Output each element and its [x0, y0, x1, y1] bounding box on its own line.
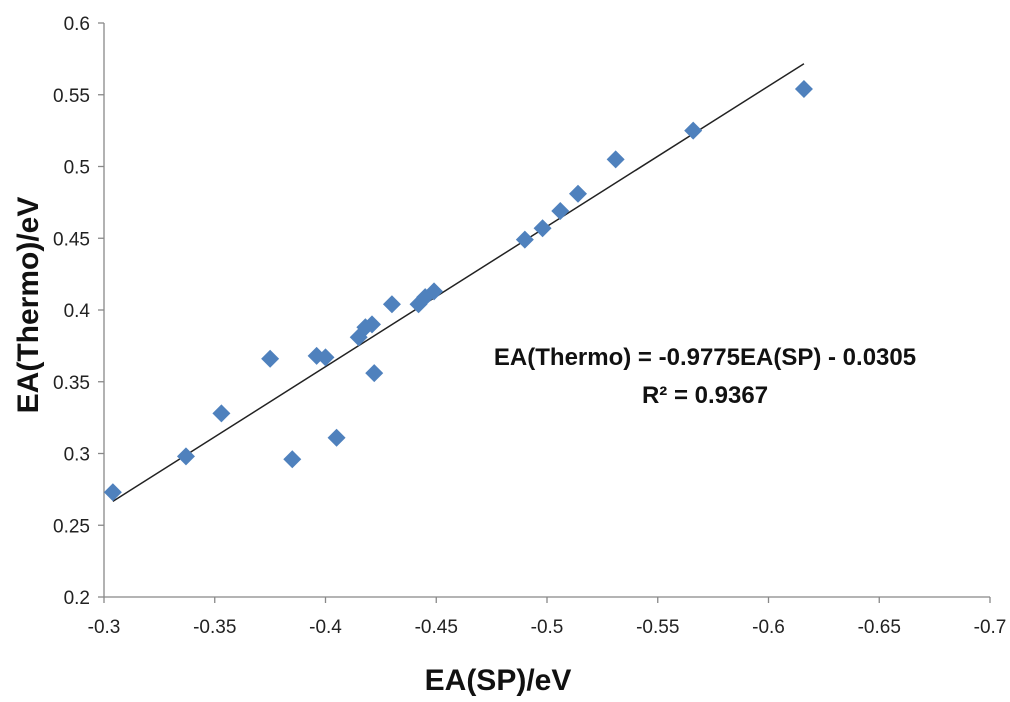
trendline-layer	[112, 63, 805, 502]
data-point	[176, 447, 195, 466]
y-tick-label: 0.25	[53, 516, 90, 537]
axes: 0.2 0.25 0.3 0.35 0.4 0.45 0.5 0.55 0.6 -0.3 -0.35…	[53, 14, 1006, 638]
data-point	[212, 404, 231, 423]
y-tick-label: 0.5	[64, 158, 90, 179]
regression-equation: EA(Thermo) = -0.9775EA(SP) - 0.0305	[494, 344, 916, 371]
x-tick-label: -0.3	[88, 617, 121, 638]
data-point	[684, 121, 703, 140]
data-point	[569, 184, 588, 203]
points-layer	[103, 80, 813, 502]
y-tick-label: 0.6	[64, 14, 90, 35]
data-point	[606, 150, 625, 169]
y-tick-label: 0.2	[64, 588, 90, 609]
r-squared-label: R² = 0.9367	[642, 382, 768, 409]
x-axis-title: EA(SP)/eV	[425, 664, 572, 697]
data-point	[261, 349, 280, 368]
y-tick-label: 0.55	[53, 86, 90, 107]
linear-trendline	[112, 63, 805, 502]
data-point	[103, 483, 122, 502]
x-tick-label: -0.6	[752, 617, 785, 638]
y-tick-label: 0.4	[64, 301, 91, 322]
data-point	[363, 315, 382, 334]
x-tick-label: -0.4	[309, 617, 342, 638]
data-point	[425, 282, 444, 301]
data-point	[327, 428, 346, 447]
y-axis-title: EA(Thermo)/eV	[12, 197, 45, 414]
data-point	[533, 219, 552, 238]
x-tick-label: -0.35	[193, 617, 236, 638]
x-tick-label: -0.55	[636, 617, 679, 638]
labels-layer: EA(Thermo)/eV EA(SP)/eV EA(Thermo) = -0.…	[12, 197, 916, 697]
data-point	[382, 295, 401, 314]
x-tick-label: -0.45	[415, 617, 458, 638]
x-tick-label: -0.5	[531, 617, 564, 638]
x-tick-label: -0.7	[974, 617, 1007, 638]
y-tick-label: 0.45	[53, 229, 90, 250]
y-tick-label: 0.35	[53, 373, 90, 394]
data-point	[794, 80, 813, 99]
data-point	[515, 230, 534, 249]
y-tick-label: 0.3	[64, 445, 90, 466]
data-point	[551, 201, 570, 220]
data-point	[316, 348, 335, 367]
data-point	[365, 364, 384, 383]
x-tick-label: -0.65	[858, 617, 901, 638]
data-point	[283, 450, 302, 469]
